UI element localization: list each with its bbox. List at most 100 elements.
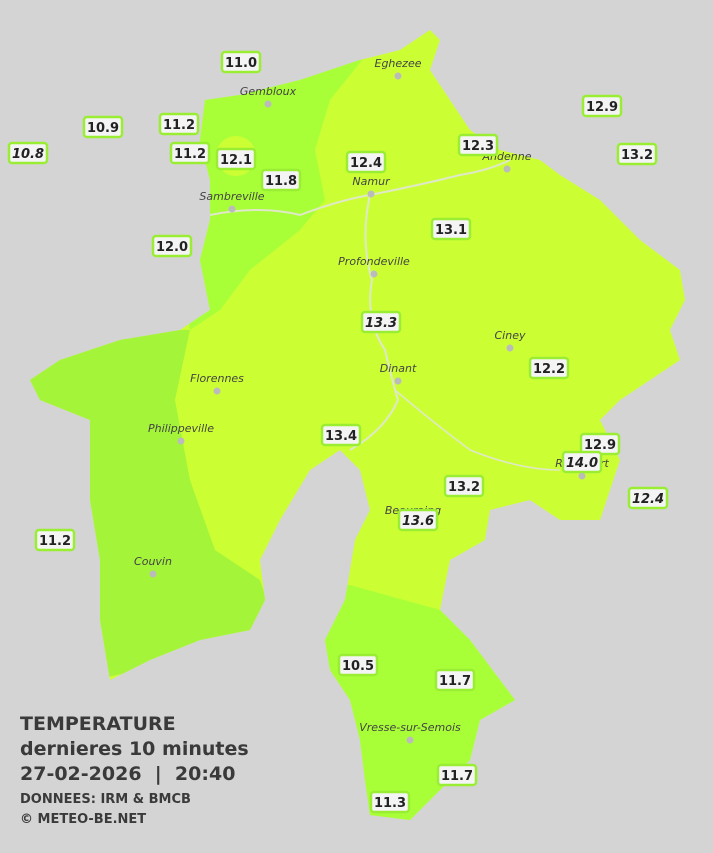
station-box <box>360 310 402 334</box>
station-box <box>436 763 478 787</box>
place-label: Dinant <box>380 362 417 375</box>
station-value: 12.3 <box>462 139 494 154</box>
place-dot <box>406 736 414 744</box>
station-box <box>215 147 257 171</box>
station: 13.4 <box>320 423 362 447</box>
place-label: Eghezee <box>375 57 422 70</box>
station-box <box>457 133 499 157</box>
station: 10.5 <box>337 653 379 677</box>
station: 12.1 <box>215 147 257 171</box>
station-value: 12.2 <box>533 362 565 377</box>
station-value: 10.8 <box>12 147 44 162</box>
caption-subtitle: dernieres 10 minutes <box>20 738 249 760</box>
station-value: 13.6 <box>402 514 434 529</box>
station-value: 11.0 <box>225 56 257 71</box>
station-box <box>528 356 570 380</box>
station-value: 10.9 <box>87 121 119 136</box>
place-label: Vresse-sur-Semois <box>359 721 461 734</box>
place-label: Florennes <box>190 372 244 385</box>
station: 12.9 <box>581 94 623 118</box>
caption-title: TEMPERATURE <box>20 713 176 735</box>
station: 13.2 <box>443 474 485 498</box>
station: 12.3 <box>457 133 499 157</box>
station-box <box>82 115 124 139</box>
station-box <box>627 486 669 510</box>
station-box <box>616 142 658 166</box>
caption-source: DONNEES: IRM & BMCB <box>20 792 191 807</box>
place-dot <box>177 437 185 445</box>
station-box <box>7 141 49 165</box>
station: 12.2 <box>528 356 570 380</box>
station-box <box>443 474 485 498</box>
station: 12.4 <box>627 486 669 510</box>
station-value: 13.2 <box>621 148 653 163</box>
place-dot <box>394 377 402 385</box>
station-value: 13.1 <box>435 223 467 238</box>
caption: TEMPERATURE dernieres 10 minutes 27-02-2… <box>20 713 249 827</box>
station: 10.8 <box>7 141 49 165</box>
station: 11.2 <box>34 528 76 552</box>
place-dot <box>506 344 514 352</box>
river-lesse <box>394 389 561 471</box>
station-box <box>581 94 623 118</box>
station-value: 13.2 <box>448 480 480 495</box>
station: 13.1 <box>430 217 472 241</box>
station: 11.2 <box>169 141 211 165</box>
place-label: Profondeville <box>338 255 410 268</box>
place-dot <box>228 205 236 213</box>
place-dot <box>264 100 272 108</box>
station-box <box>260 168 302 192</box>
station-box <box>434 668 476 692</box>
river-meuse <box>349 194 400 451</box>
station-value: 11.2 <box>174 147 206 162</box>
place-label: Gembloux <box>240 85 297 98</box>
station-value: 12.4 <box>632 492 664 507</box>
station-value: 12.4 <box>350 156 382 171</box>
station: 13.3 <box>360 310 402 334</box>
station: 13.2 <box>616 142 658 166</box>
station-box <box>320 423 362 447</box>
station-box <box>369 790 411 814</box>
station-box <box>169 141 211 165</box>
station-box <box>151 234 193 258</box>
station-value: 14.0 <box>566 456 598 471</box>
station: 10.9 <box>82 115 124 139</box>
station-value: 13.4 <box>325 429 357 444</box>
station: 11.2 <box>158 112 200 136</box>
station-value: 11.3 <box>374 796 406 811</box>
stations: 11.0 10.9 11.2 10.8 11.2 12.1 11.8 12.4 12.3 12.9… <box>7 50 669 814</box>
caption-copyright: © METEO-BE.NET <box>20 812 146 827</box>
station: 11.3 <box>369 790 411 814</box>
place-label: Couvin <box>134 555 172 568</box>
station-value: 11.7 <box>439 674 471 689</box>
station-value: 12.0 <box>156 240 188 255</box>
station-box <box>430 217 472 241</box>
station: 11.0 <box>220 50 262 74</box>
station-box <box>337 653 379 677</box>
caption-datetime: 27-02-2026 | 20:40 <box>20 763 235 785</box>
place-dot <box>213 387 221 395</box>
station: 12.4 <box>345 150 387 174</box>
station: 12.9 <box>579 432 621 456</box>
station-box <box>220 50 262 74</box>
place-dot <box>370 270 378 278</box>
station: 12.0 <box>151 234 193 258</box>
place-label: Philippeville <box>148 422 214 435</box>
station-box <box>561 450 603 474</box>
place-label: Ciney <box>495 329 526 342</box>
station: 13.6 <box>397 508 439 532</box>
place-label: Sambreville <box>199 190 264 203</box>
station-value: 11.7 <box>441 769 473 784</box>
place-dot <box>367 190 375 198</box>
place-dot <box>394 72 402 80</box>
station-value: 12.9 <box>586 100 618 115</box>
station-box <box>34 528 76 552</box>
station-value: 10.5 <box>342 659 374 674</box>
station: 11.7 <box>436 763 478 787</box>
station-value: 11.2 <box>39 534 71 549</box>
station-box <box>345 150 387 174</box>
station-box <box>397 508 439 532</box>
station: 11.8 <box>260 168 302 192</box>
station: 11.7 <box>434 668 476 692</box>
